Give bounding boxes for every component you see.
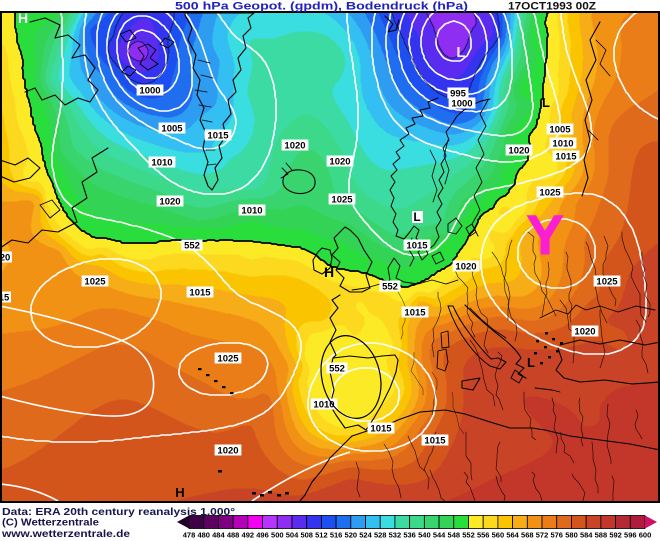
svg-text:L: L [527,355,535,370]
svg-text:596: 596 [624,531,637,540]
svg-text:H: H [175,485,184,500]
svg-text:1010: 1010 [552,139,573,150]
svg-text:1010: 1010 [151,158,172,169]
svg-text:600: 600 [639,531,652,540]
svg-text:500: 500 [271,531,284,540]
svg-text:15: 15 [0,293,10,304]
svg-text:1005: 1005 [549,125,571,136]
svg-text:548: 548 [448,531,461,540]
svg-text:544: 544 [433,531,446,540]
svg-text:1015: 1015 [406,241,428,252]
svg-text:1005: 1005 [161,124,183,135]
svg-text:1020: 1020 [329,157,350,168]
svg-text:1010: 1010 [241,206,262,217]
svg-text:528: 528 [374,531,387,540]
svg-text:1010: 1010 [313,400,334,411]
svg-text:552: 552 [184,241,200,252]
svg-text:1020: 1020 [508,146,529,157]
svg-text:1000: 1000 [139,86,160,97]
svg-text:532: 532 [389,531,402,540]
svg-text:995: 995 [450,89,467,100]
svg-text:1000: 1000 [451,99,472,110]
svg-text:L: L [456,44,465,61]
svg-text:478: 478 [183,531,196,540]
svg-text:524: 524 [359,531,372,540]
svg-text:492: 492 [242,531,255,540]
svg-text:H: H [324,264,334,280]
svg-text:20: 20 [0,253,10,264]
svg-text:Data: ERA 20th century reanaly: Data: ERA 20th century reanalysis 1.000° [2,506,235,518]
svg-text:592: 592 [609,531,622,540]
svg-text:1015: 1015 [555,152,577,163]
svg-text:1025: 1025 [217,354,239,365]
svg-text:1015: 1015 [370,424,392,435]
svg-text:1015: 1015 [404,308,426,319]
svg-text:516: 516 [330,531,343,540]
svg-text:1025: 1025 [596,277,618,288]
svg-text:1025: 1025 [331,195,353,206]
svg-text:1020: 1020 [284,141,305,152]
svg-text:584: 584 [580,531,593,540]
svg-text:L: L [542,95,550,110]
svg-text:(C) Wetterzentrale: (C) Wetterzentrale [2,517,99,529]
svg-text:500 hPa Geopot. (gpdm), Bodend: 500 hPa Geopot. (gpdm), Bodendruck (hPa) [175,1,468,13]
svg-text:496: 496 [256,531,269,540]
svg-text:1015: 1015 [189,288,211,299]
svg-text:552: 552 [382,282,398,293]
svg-text:L: L [413,210,420,224]
svg-text:17OCT1993 00Z: 17OCT1993 00Z [508,1,596,13]
svg-text:588: 588 [595,531,608,540]
svg-text:1020: 1020 [159,197,180,208]
svg-text:512: 512 [315,531,328,540]
svg-text:560: 560 [492,531,505,540]
svg-text:484: 484 [212,531,225,540]
svg-text:576: 576 [550,531,563,540]
svg-text:1015: 1015 [207,131,229,142]
svg-text:508: 508 [300,531,313,540]
svg-text:580: 580 [565,531,578,540]
svg-text:568: 568 [521,531,534,540]
svg-text:www.wetterzentrale.de: www.wetterzentrale.de [1,528,130,540]
svg-text:572: 572 [536,531,549,540]
svg-text:552: 552 [462,531,475,540]
svg-text:536: 536 [403,531,416,540]
svg-text:H: H [18,10,28,26]
svg-text:480: 480 [197,531,210,540]
svg-text:1015: 1015 [424,436,446,447]
svg-text:1020: 1020 [217,446,238,457]
svg-text:1025: 1025 [84,277,106,288]
svg-text:Y: Y [526,203,563,266]
svg-text:504: 504 [286,531,299,540]
svg-text:488: 488 [227,531,240,540]
svg-text:1020: 1020 [455,262,476,273]
svg-text:1020: 1020 [574,327,595,338]
svg-text:1025: 1025 [539,188,561,199]
svg-text:552: 552 [329,364,345,375]
svg-text:520: 520 [345,531,358,540]
svg-text:556: 556 [477,531,490,540]
svg-text:540: 540 [418,531,431,540]
svg-text:564: 564 [506,531,519,540]
